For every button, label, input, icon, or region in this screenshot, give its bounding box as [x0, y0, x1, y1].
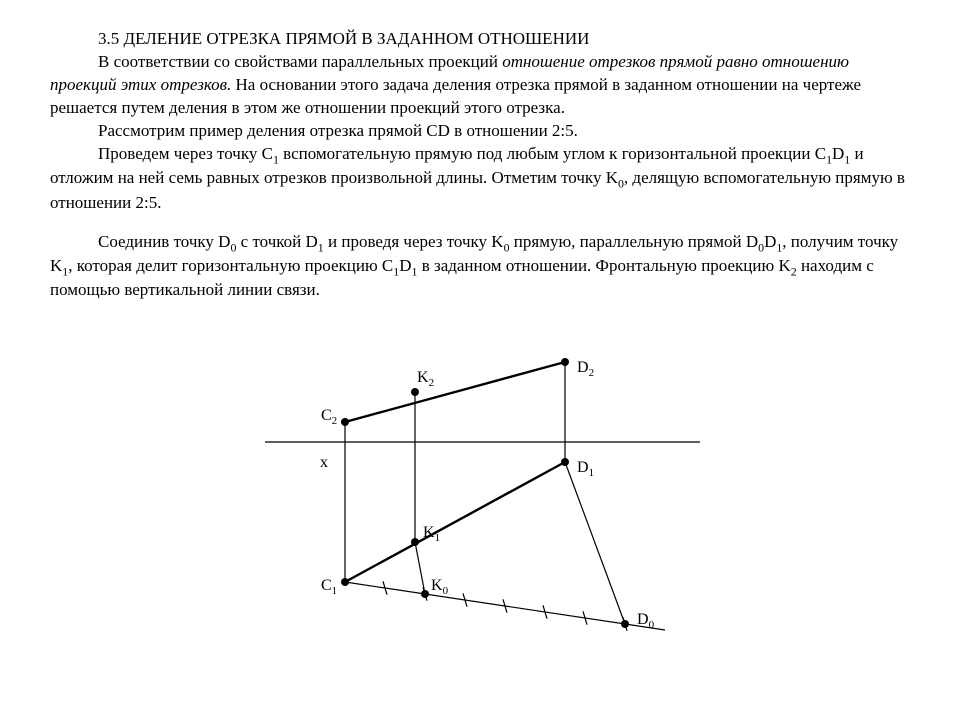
page: 3.5 ДЕЛЕНИЕ ОТРЕЗКА ПРЯМОЙ В ЗАДАННОМ ОТ… [0, 0, 960, 662]
p4e: D [764, 232, 776, 251]
p3c: D [832, 144, 844, 163]
paragraph-4: Соединив точку D0 с точкой D1 и проведя … [50, 231, 910, 303]
svg-text:D0: D0 [637, 611, 655, 631]
paragraph-3: Проведем через точку C1 вспомогательную … [50, 143, 910, 215]
section-heading: 3.5 ДЕЛЕНИЕ ОТРЕЗКА ПРЯМОЙ В ЗАДАННОМ ОТ… [50, 28, 910, 51]
p3b: вспомогательную прямую под любым углом к… [279, 144, 826, 163]
svg-text:C2: C2 [321, 407, 337, 427]
svg-text:K2: K2 [417, 369, 434, 389]
p1-text-a: В соответствии со свойствами параллельны… [98, 52, 502, 71]
p4i: в заданном отношении. Фронтальную проекц… [417, 256, 790, 275]
svg-text:x: x [320, 454, 328, 471]
p4c: и проведя через точку K [324, 232, 504, 251]
p4h: D [399, 256, 411, 275]
p4b: с точкой D [236, 232, 317, 251]
paragraph-1: В соответствии со свойствами параллельны… [50, 51, 910, 120]
p4d: прямую, параллельную прямой D [510, 232, 759, 251]
p4a: Соединив точку D [98, 232, 230, 251]
svg-text:D1: D1 [577, 459, 594, 479]
paragraph-2: Рассмотрим пример деления отрезка прямой… [50, 120, 910, 143]
svg-text:K1: K1 [423, 524, 440, 544]
p4g: , которая делит горизонтальную проекцию … [68, 256, 393, 275]
p3a: Проведем через точку C [98, 144, 273, 163]
svg-text:C1: C1 [321, 577, 337, 597]
projection-diagram: x C2 K2 D2 C1 K1 D1 K0 D0 [245, 332, 715, 662]
svg-text:D2: D2 [577, 359, 594, 379]
svg-text:K0: K0 [431, 577, 449, 597]
figure-container: x C2 K2 D2 C1 K1 D1 K0 D0 [50, 332, 910, 662]
